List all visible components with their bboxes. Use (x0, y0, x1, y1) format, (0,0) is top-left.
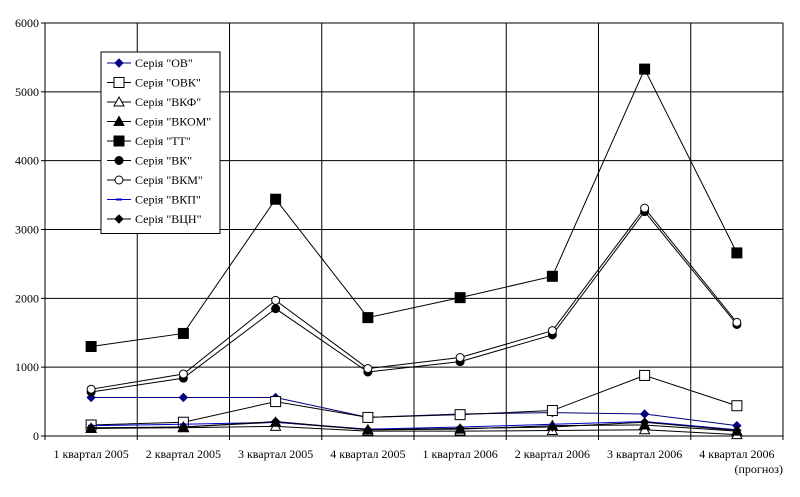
data-point (178, 422, 189, 432)
data-point (362, 312, 374, 324)
legend-label: Серія "ВКОМ" (135, 115, 211, 129)
data-point (363, 364, 373, 374)
data-point (270, 193, 282, 205)
legend-item: Серія "ВКФ" (107, 95, 201, 109)
series-line (91, 67, 738, 348)
series-line (91, 421, 737, 431)
legend-marker (114, 58, 124, 68)
legend: Серія "ОВ" Серія "ОВК" Серія "ВКФ" Серія "В… (100, 51, 221, 234)
legend-label: Серія "ТТ" (135, 134, 191, 148)
legend-marker (114, 175, 124, 185)
legend-marker (113, 77, 125, 88)
data-point (732, 317, 742, 327)
legend-item: Серія "ВК" (107, 154, 192, 168)
legend-label: Серія "ВКФ" (135, 95, 201, 109)
x-tick-label: 4 квартал 2005 (330, 447, 405, 461)
data-point (639, 369, 651, 381)
x-tick-label: 4 квартал 2006 (699, 447, 774, 461)
series-line (91, 425, 737, 436)
data-point (271, 295, 281, 305)
data-point (362, 411, 374, 423)
x-tick-label: 3 квартал 2006 (607, 447, 682, 461)
legend-item: Серія "ВКП" (107, 193, 201, 207)
x-tick-label: 1 квартал 2006 (422, 447, 497, 461)
legend-label: Серія "ВК" (135, 154, 192, 168)
series-line (91, 421, 737, 431)
data-point (547, 326, 557, 336)
y-tick-label: 0 (33, 429, 39, 443)
y-tick-label: 5000 (15, 85, 39, 99)
series-lines (85, 63, 743, 440)
data-point (731, 400, 743, 412)
data-point (363, 425, 373, 435)
data-point (177, 327, 189, 339)
legend-item: Серія "ТТ" (107, 134, 191, 148)
series (86, 416, 742, 436)
data-point (271, 304, 281, 314)
series (85, 63, 743, 353)
legend-marker (114, 156, 124, 165)
series-line (91, 207, 738, 390)
legend-label: Серія "ОВ" (135, 56, 193, 70)
legend-label: Серія "ОВК" (135, 76, 201, 90)
data-point (732, 425, 742, 436)
data-point (85, 341, 97, 353)
y-tick-label: 6000 (15, 16, 39, 30)
legend-marker (114, 214, 124, 224)
data-point (547, 422, 558, 432)
series (86, 203, 742, 394)
data-point (178, 369, 188, 379)
data-point (455, 353, 465, 363)
x-axis: 1 квартал 2005 2 квартал 2005 3 квартал 20… (53, 447, 783, 476)
data-point (731, 247, 743, 259)
legend-item: Серія "ВКОМ" (107, 115, 211, 129)
data-point (639, 409, 650, 419)
legend-label: Серія "ВКМ" (135, 173, 203, 187)
data-point (546, 405, 558, 417)
data-point (455, 423, 465, 434)
series-line (91, 210, 738, 393)
data-point (86, 423, 96, 433)
legend-marker (113, 135, 125, 147)
x-tick-label: (прогноз) (735, 462, 784, 476)
y-tick-label: 2000 (15, 291, 39, 305)
data-point (640, 203, 650, 213)
y-tick-label: 1000 (15, 360, 39, 374)
legend-item: Серія "ВКМ" (107, 173, 203, 187)
x-tick-label: 1 квартал 2005 (53, 447, 128, 461)
data-point (546, 270, 558, 282)
data-point (86, 384, 96, 394)
y-axis: 0 1000 2000 3000 4000 5000 6000 (15, 16, 45, 443)
x-tick-label: 3 квартал 2005 (238, 447, 313, 461)
data-point (454, 292, 466, 304)
x-tick-label: 2 квартал 2006 (515, 447, 590, 461)
x-tick-label: 2 квартал 2005 (146, 447, 221, 461)
data-point (270, 396, 282, 408)
data-point (454, 409, 466, 421)
data-point (178, 392, 189, 403)
data-point (270, 416, 281, 427)
y-tick-label: 3000 (15, 223, 39, 237)
data-point (639, 63, 651, 75)
legend-item: Серія "ОВК" (107, 76, 201, 90)
series-line (91, 374, 738, 426)
data-point (639, 417, 650, 427)
y-tick-label: 4000 (15, 154, 39, 168)
legend-item: Серія "ВЦН" (107, 212, 202, 226)
legend-item: Серія "ОВ" (107, 56, 193, 70)
legend-marker (113, 115, 125, 126)
legend-marker (113, 95, 125, 107)
legend-label: Серія "ВЦН" (135, 212, 202, 226)
legend-label: Серія "ВКП" (135, 193, 201, 207)
